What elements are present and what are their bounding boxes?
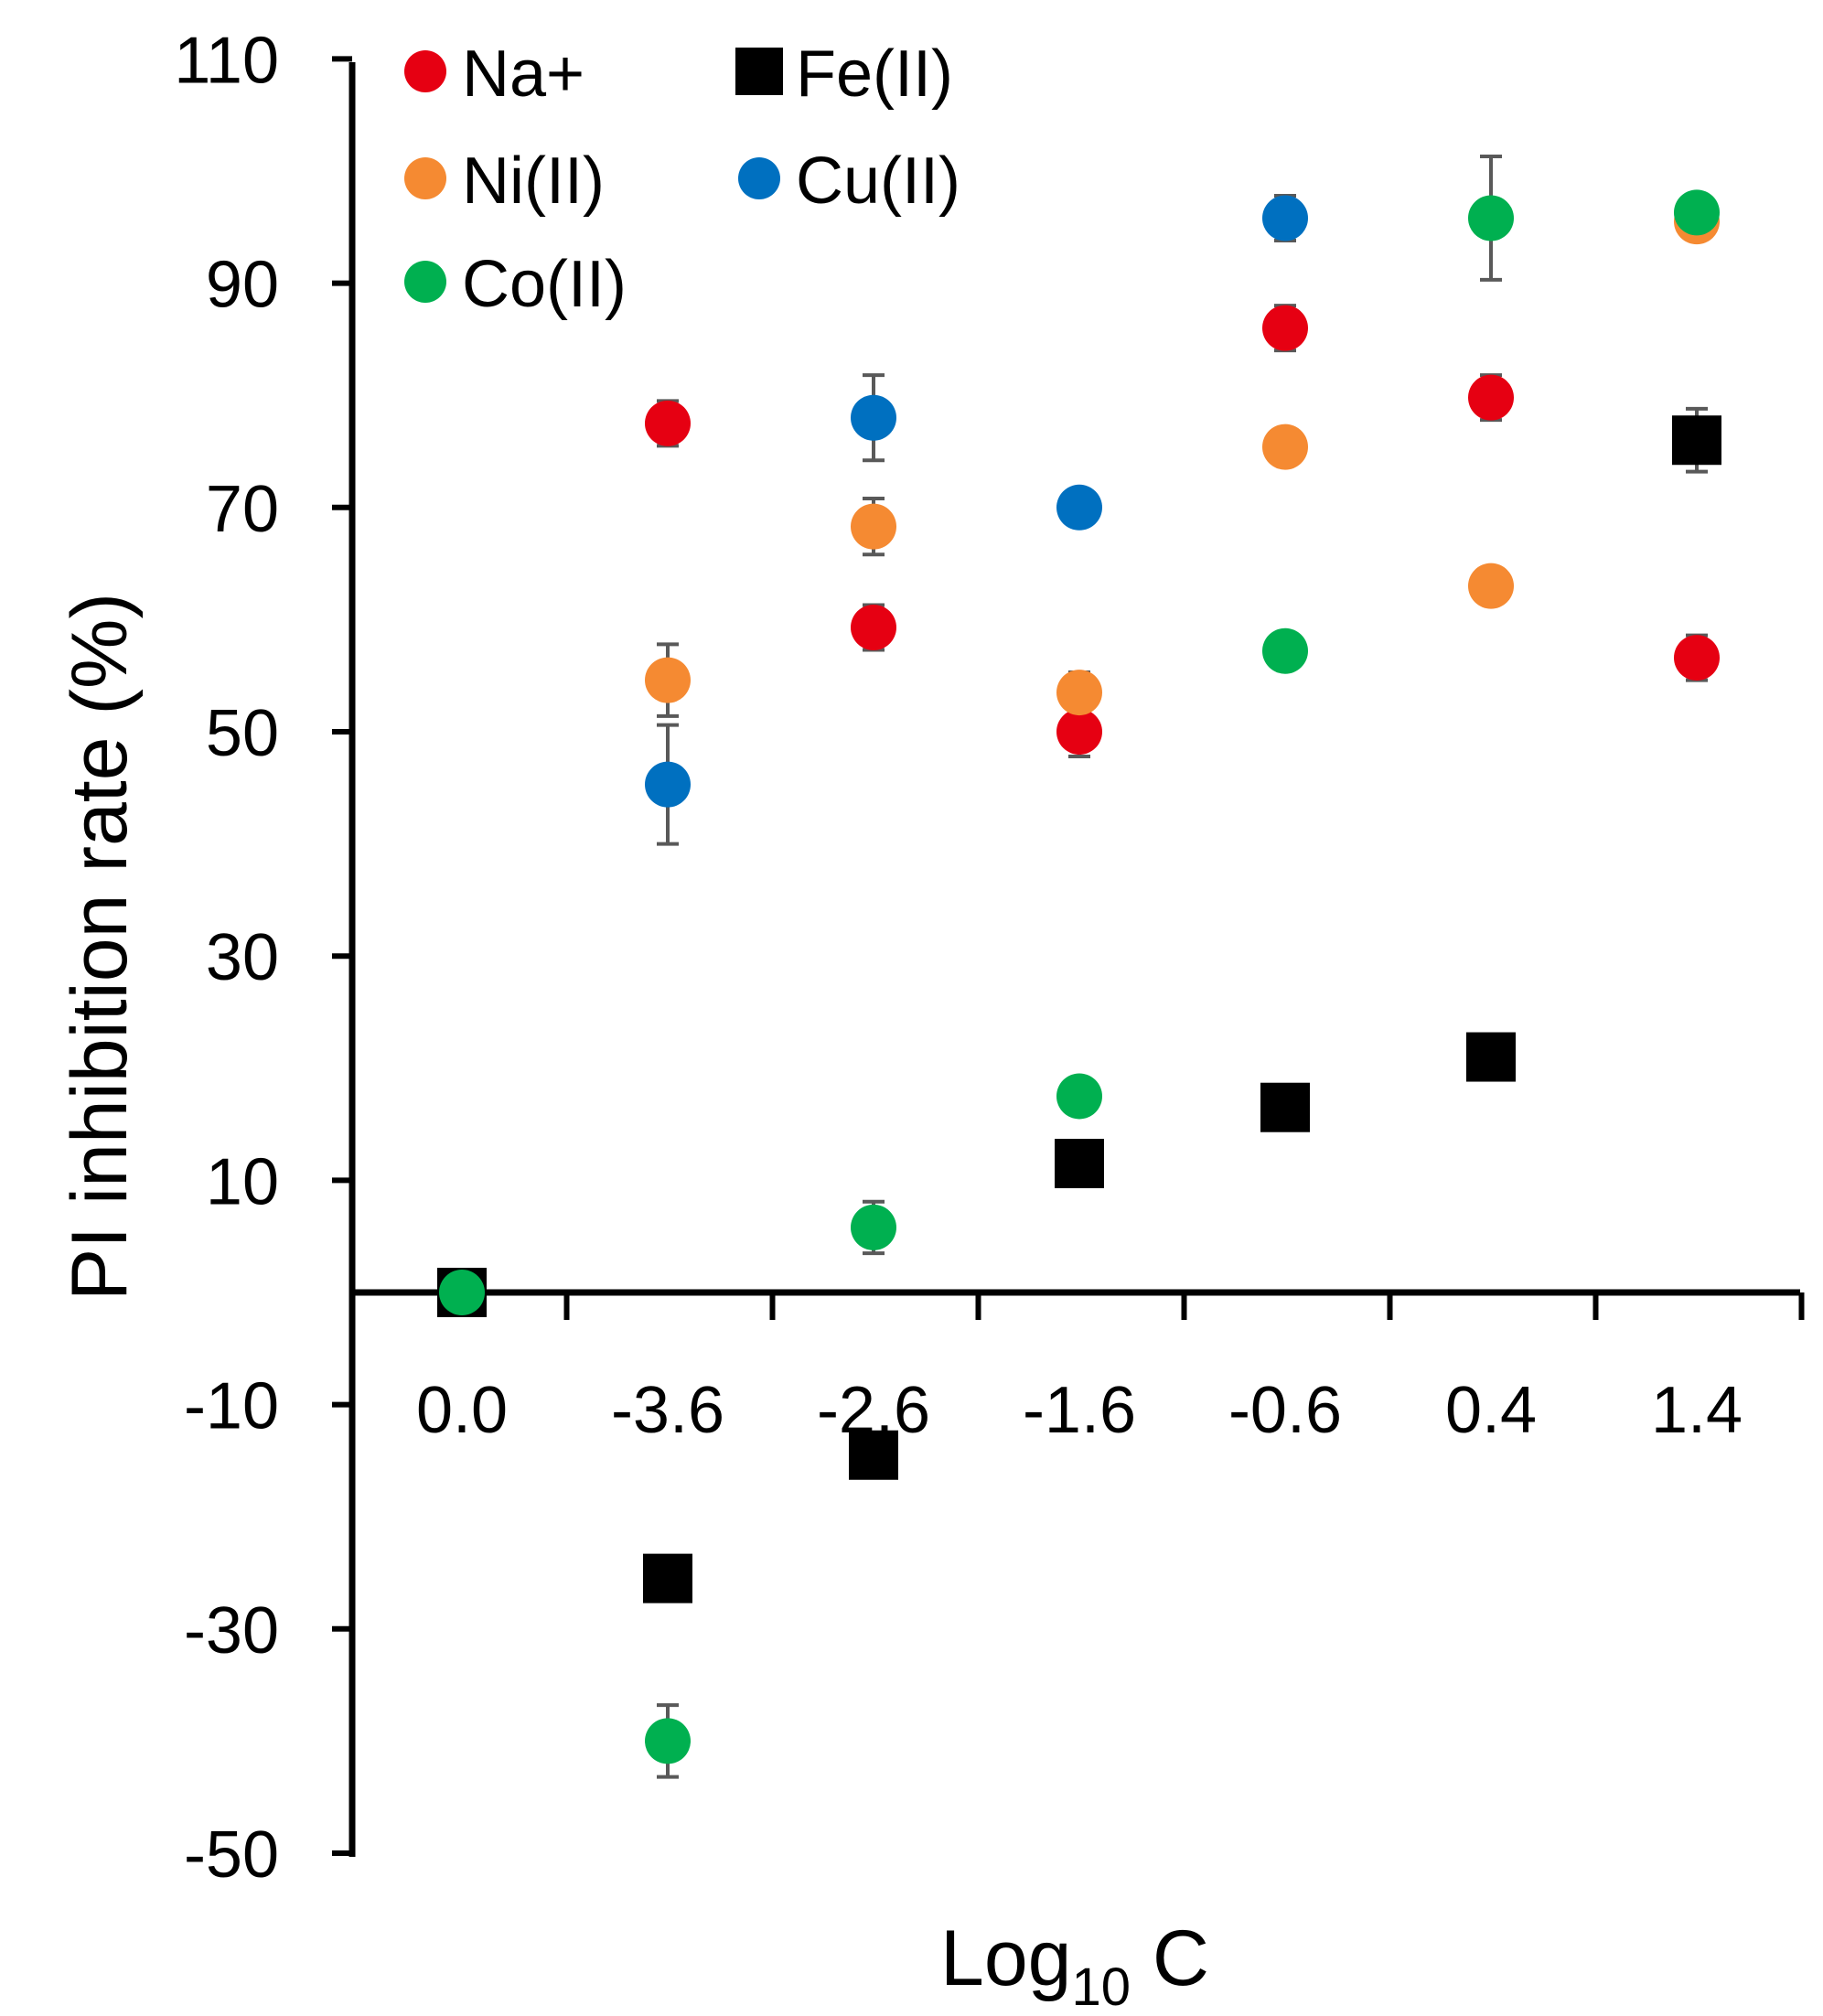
data-point-coii — [1468, 195, 1514, 241]
data-point-niii — [645, 657, 691, 703]
data-point-coii — [1262, 627, 1308, 674]
y-ticks: 110 90 70 50 30 10 -10 -30 -50 — [174, 24, 352, 1892]
y-tick-label: -10 — [184, 1370, 279, 1443]
data-point-niii — [851, 503, 896, 550]
y-tick-label: 110 — [174, 24, 279, 97]
data-point-na — [851, 604, 896, 650]
legend: Na+ Fe(II) Ni(II) Cu(II) Co(II) — [404, 38, 960, 321]
y-axis-title: PI inhibition rate (%) — [56, 593, 144, 1301]
x-ticks: 0.0 -3.6 -2.6 -1.6 -0.6 0.4 1.4 — [416, 1292, 1805, 1447]
data-point-na — [1262, 305, 1308, 351]
data-point-na — [1056, 709, 1102, 755]
data-point-cuii — [1056, 484, 1102, 531]
data-point-feii — [849, 1430, 898, 1480]
data-point-na — [645, 400, 691, 446]
y-tick-label: 30 — [206, 921, 279, 994]
x-tick-label: 0.0 — [416, 1374, 508, 1447]
x-axis-title: Log10 C — [940, 1914, 1209, 2016]
legend-label-niii: Ni(II) — [462, 145, 605, 218]
legend-marker-niii — [404, 157, 446, 199]
x-axis-title-suffix: C — [1131, 1914, 1209, 2002]
data-point-na — [1468, 374, 1514, 421]
y-tick-label: -30 — [184, 1594, 279, 1667]
y-tick-label: 70 — [206, 473, 279, 546]
legend-label-cuii: Cu(II) — [796, 145, 960, 218]
x-tick-label: 1.4 — [1651, 1374, 1743, 1447]
legend-label-feii: Fe(II) — [796, 38, 953, 111]
data-point-feii — [1466, 1032, 1516, 1082]
legend-label-coii: Co(II) — [462, 248, 627, 321]
data-point-coii — [439, 1270, 485, 1315]
x-axis-title-main: Log — [940, 1914, 1072, 2002]
x-tick-label: 0.4 — [1445, 1374, 1537, 1447]
data-point-cuii — [851, 394, 896, 441]
x-tick-label: -3.6 — [611, 1374, 724, 1447]
legend-marker-cuii — [738, 157, 780, 199]
x-tick-label: -0.6 — [1228, 1374, 1342, 1447]
data-point-coii — [645, 1718, 691, 1764]
data-point-cuii — [645, 761, 691, 808]
data-point-feii — [1260, 1082, 1310, 1132]
data-point-coii — [851, 1204, 896, 1250]
data-point-feii — [643, 1553, 692, 1603]
y-tick-label: 10 — [206, 1145, 279, 1218]
y-tick-label: 90 — [206, 249, 279, 322]
error-bars — [657, 155, 1708, 1779]
data-point-niii — [1468, 563, 1514, 609]
data-point-cuii — [1262, 195, 1308, 241]
data-point-niii — [1056, 670, 1102, 716]
legend-marker-coii — [404, 261, 446, 303]
data-point-feii — [1055, 1139, 1104, 1189]
data-point-na — [1674, 635, 1720, 681]
data-points — [437, 189, 1721, 1764]
data-point-coii — [1056, 1073, 1102, 1120]
x-tick-label: -1.6 — [1023, 1374, 1136, 1447]
data-point-coii — [1674, 189, 1720, 236]
y-tick-label: 50 — [206, 697, 279, 770]
y-tick-label: -50 — [184, 1818, 279, 1892]
legend-marker-feii — [735, 48, 783, 95]
x-axis-title-subscript: 10 — [1071, 1957, 1131, 2016]
legend-label-na: Na+ — [462, 38, 584, 111]
data-point-feii — [1672, 415, 1721, 466]
axes — [349, 62, 1800, 1857]
data-point-niii — [1262, 424, 1308, 470]
legend-marker-na — [404, 50, 446, 92]
